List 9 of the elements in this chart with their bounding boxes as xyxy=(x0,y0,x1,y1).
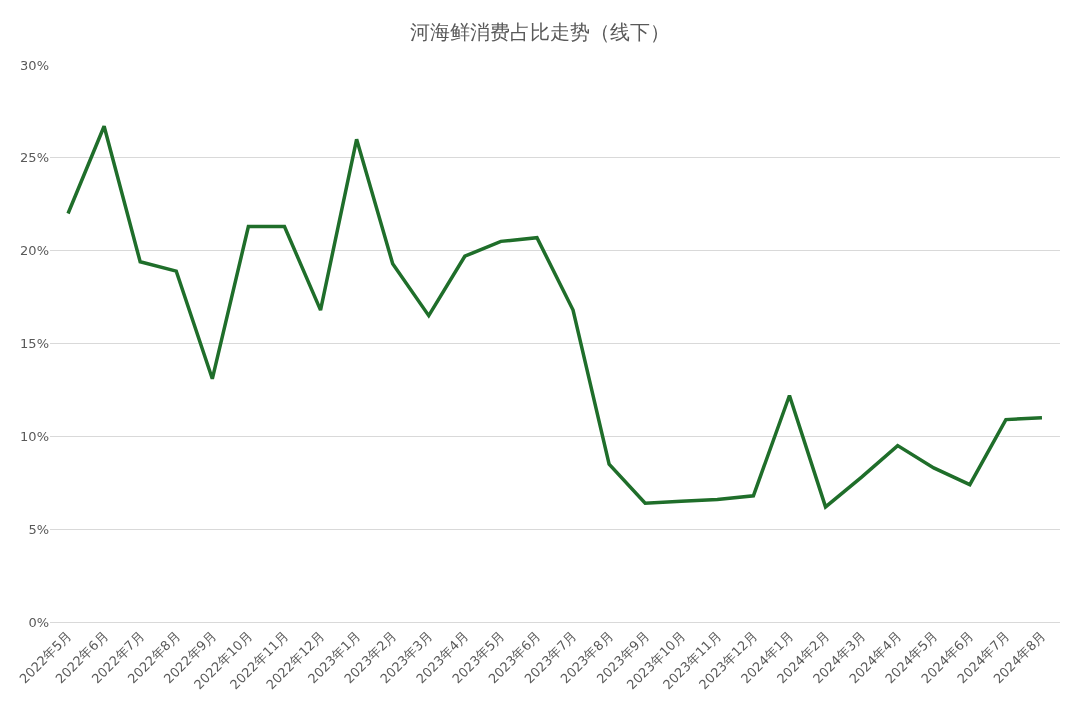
chart-title: 河海鲜消费占比走势（线下） xyxy=(410,19,670,44)
y-tick-label: 10% xyxy=(20,428,49,444)
y-tick-label: 5% xyxy=(28,521,49,537)
y-tick-label: 15% xyxy=(20,336,49,352)
y-tick-label: 30% xyxy=(20,57,49,73)
y-tick-label: 20% xyxy=(20,243,49,259)
y-tick-label: 0% xyxy=(28,614,49,630)
y-tick-label: 25% xyxy=(20,150,49,166)
line-series xyxy=(66,124,1044,509)
